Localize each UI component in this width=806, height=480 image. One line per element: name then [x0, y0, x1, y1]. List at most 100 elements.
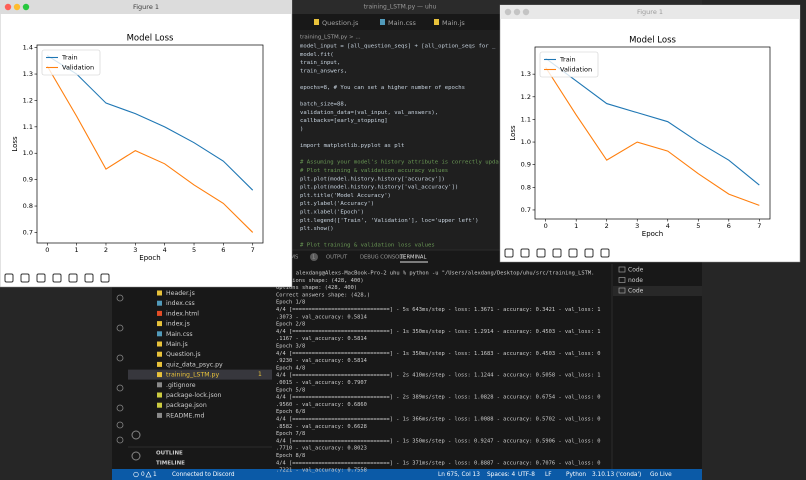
y-tick-label: 0.9 — [23, 176, 33, 184]
terminal-line: 4/4 [==============================] - 2… — [276, 395, 601, 401]
terminal-line: .0015 - val_accuracy: 0.7907 — [276, 380, 367, 386]
x-tick-label: 2 — [104, 246, 108, 254]
activity-icon — [116, 404, 124, 412]
activity-icon — [116, 384, 124, 392]
terminal-line: .9230 - val_accuracy: 0.5814 — [276, 358, 367, 364]
file-icon — [157, 310, 162, 316]
terminal-line: Epoch 5/8 — [276, 387, 305, 393]
terminal-line: 4/4 [==============================] - 2… — [276, 373, 601, 379]
terminal-line: 4/4 [==============================] - 1… — [276, 460, 601, 466]
status-item: LF — [545, 472, 552, 478]
terminal-line: Epoch 7/8 — [276, 431, 305, 437]
code-line: batch_size=88, — [300, 102, 347, 108]
traffic-light — [4, 3, 12, 11]
status-item: 1 — [153, 472, 157, 478]
y-tick-label: 1.1 — [23, 123, 33, 131]
file-icon — [157, 372, 162, 378]
terminal-list-item: node — [628, 277, 643, 284]
x-axis-label: Epoch — [139, 254, 160, 262]
editor-tab: Question.js — [322, 19, 359, 27]
terminal-line: Epoch 1/8 — [276, 300, 305, 306]
code-line: plt.xlabel('Epoch') — [300, 210, 364, 216]
code-line: # Plot training & validation loss values — [300, 243, 435, 249]
explorer-file: README.md — [166, 412, 204, 419]
explorer-file: quiz_data_psyc.py — [166, 361, 223, 368]
traffic-light — [504, 8, 512, 16]
code-line: train_input, — [300, 60, 340, 66]
activity-icon — [116, 294, 124, 302]
code-line: train_answers, — [300, 68, 347, 74]
code-line: plt.legend(['Train', 'Validation'], loc=… — [300, 218, 479, 224]
toolbar-icon — [4, 273, 14, 283]
terminal-list-icon — [618, 277, 626, 283]
file-icon — [157, 290, 162, 296]
window-title: Figure 1 — [133, 3, 159, 11]
explorer-file: Question.js — [166, 351, 201, 358]
data-line — [545, 67, 760, 206]
file-icon — [157, 382, 162, 388]
toolbar-icon — [568, 248, 578, 258]
traffic-light — [22, 3, 30, 11]
panel-tab: 1 — [312, 255, 315, 261]
explorer-file: index.html — [166, 310, 199, 317]
toolbar-icon — [36, 273, 46, 283]
code-line: plt.show() — [300, 226, 334, 232]
status-item: 3.10.13 ('conda') — [592, 472, 641, 478]
terminal-list-active — [613, 286, 702, 296]
code-line: plt.title('Model Accuracy') — [300, 193, 391, 199]
toolbar-icon — [52, 273, 62, 283]
outline-header: OUTLINE — [156, 451, 183, 457]
explorer-file: Main.js — [166, 341, 188, 348]
terminal-line: Epoch 6/8 — [276, 409, 305, 415]
x-tick-label: 5 — [696, 222, 700, 230]
explorer-file: Header.js — [166, 290, 195, 297]
file-icon — [157, 361, 162, 367]
legend-box — [41, 49, 101, 76]
terminal-line: Epoch 4/8 — [276, 365, 305, 371]
tab-icon — [380, 19, 385, 25]
terminal-line: .9560 - val_accuracy: 0.6860 — [276, 402, 367, 408]
x-tick-label: 1 — [75, 246, 79, 254]
explorer-file: .gitignore — [166, 382, 196, 389]
terminal-line: .7221 - val_accuracy: 0.7558 — [276, 468, 367, 474]
status-item: Go Live — [650, 472, 672, 478]
legend-label: Train — [61, 54, 78, 62]
status-item: 0 — [141, 472, 145, 478]
terminal-line: Epoch 3/8 — [276, 344, 305, 350]
toolbar-icon — [536, 248, 546, 258]
activity-icon — [116, 421, 124, 429]
terminal-line: .3073 - val_accuracy: 0.5814 — [276, 314, 367, 320]
settings-icon — [131, 451, 141, 461]
x-tick-label: 7 — [251, 246, 255, 254]
status-item: Spaces: 4 — [487, 472, 515, 478]
terminal-list-item: Code — [628, 267, 644, 274]
breadcrumb: training_LSTM.py > ... — [300, 35, 361, 41]
toolbar-icon — [600, 248, 610, 258]
figure-window: Figure 1 Model Loss Epoch Loss 0 1 2 3 4 5 6 7 0.7 0.… — [499, 4, 801, 263]
toolbar-icon — [520, 248, 530, 258]
x-tick-label: 5 — [192, 246, 196, 254]
terminal-line: 4/4 [==============================] - 1… — [276, 329, 601, 335]
y-tick-label: 1.2 — [23, 96, 33, 104]
y-tick-label: 0.9 — [521, 161, 531, 169]
terminal-line: 4/4 [==============================] - 5… — [276, 307, 601, 313]
terminal-line: Correct answers shape: (428,) — [276, 292, 370, 298]
code-line: plt.plot(model.history.history['val_accu… — [300, 185, 458, 191]
code-line: # Plot training & validation accuracy va… — [300, 168, 448, 174]
terminal-line: Questions shape: (428, 400) — [276, 278, 364, 284]
chart-title: Model Loss — [629, 36, 676, 46]
terminal-line: .1167 - val_accuracy: 0.5814 — [276, 336, 367, 342]
panel — [272, 250, 702, 469]
terminal-line: 4/4 [==============================] - 1… — [276, 351, 601, 357]
file-icon — [157, 321, 162, 327]
terminal-line: .8582 - val_accuracy: 0.6628 — [276, 424, 367, 430]
legend-label: Validation — [62, 64, 94, 72]
code-line: model.fit( — [300, 52, 334, 58]
terminal-list-item: Code — [628, 288, 644, 295]
timeline-header: TIMELINE — [156, 461, 185, 467]
file-icon — [157, 392, 162, 398]
x-axis-label: Epoch — [642, 230, 663, 238]
tab-icon — [434, 19, 439, 25]
plot-area — [534, 46, 771, 220]
